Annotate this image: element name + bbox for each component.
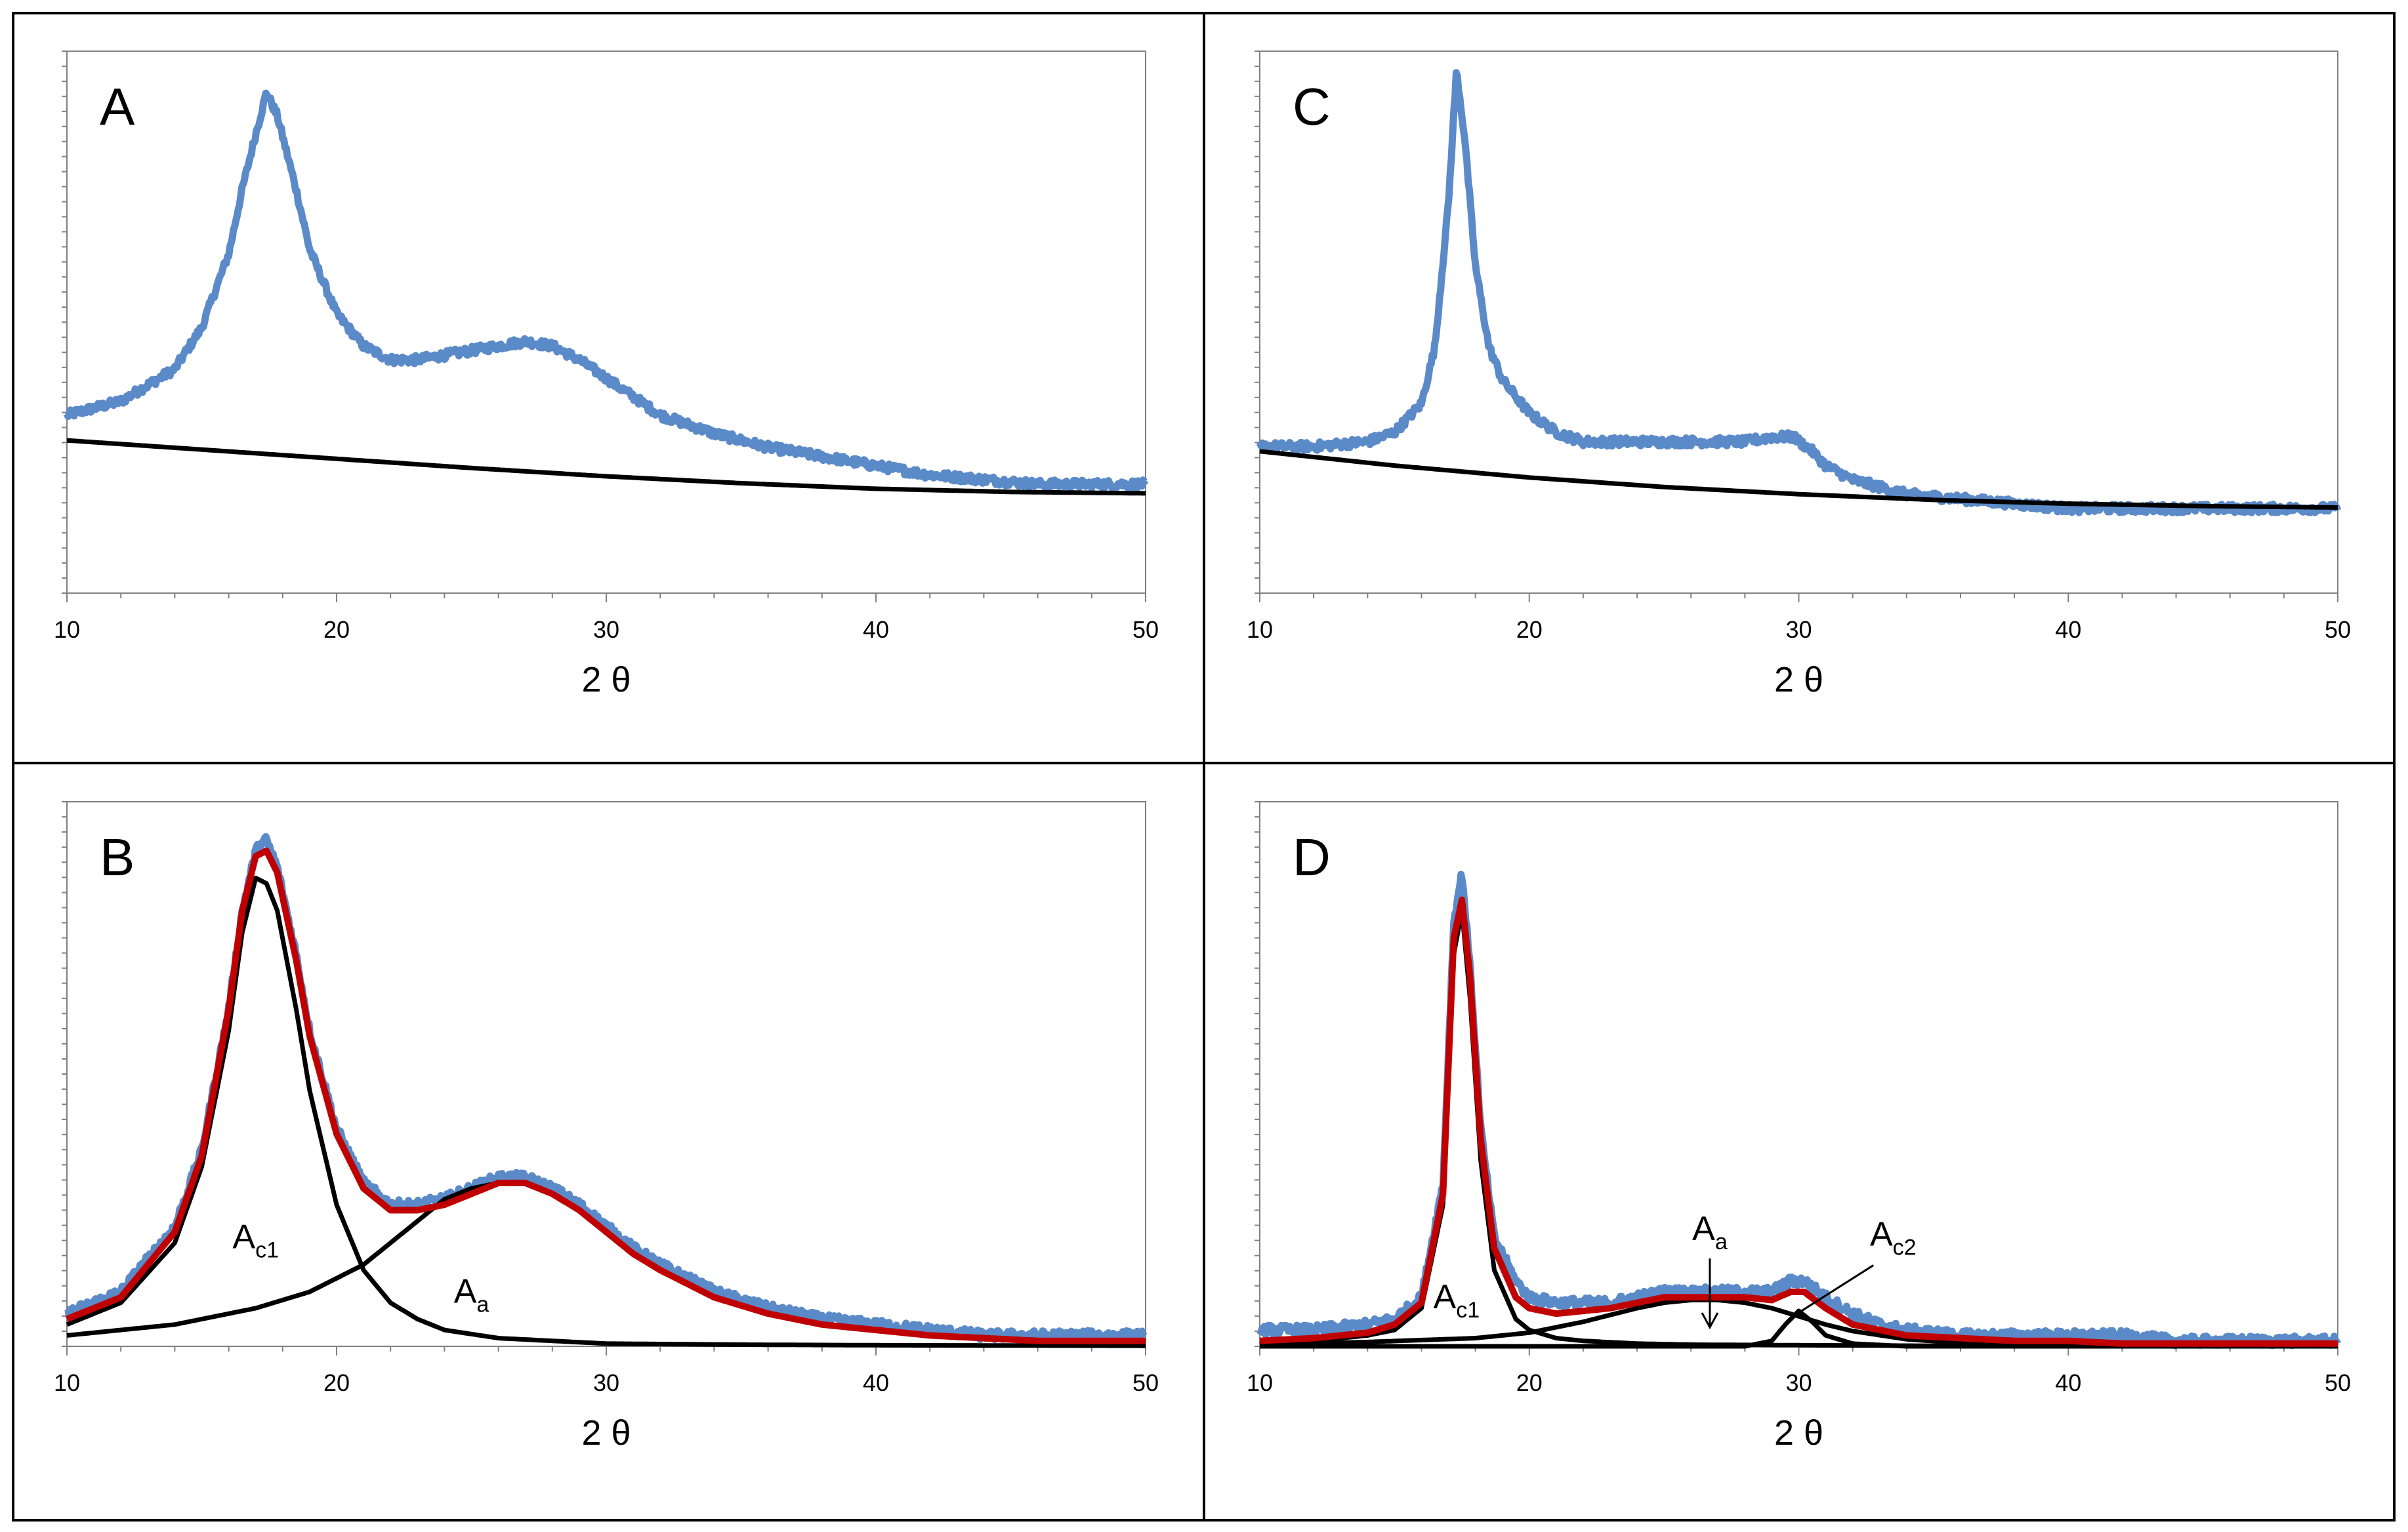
x-tick-label: 20	[1516, 616, 1543, 643]
x-tick-label: 20	[323, 1369, 350, 1396]
panel-c: 10 20 30 40 50 2 θ C	[1247, 51, 2351, 699]
annotation-subscript: a	[1715, 1230, 1728, 1254]
series-baseline	[66, 438, 1146, 496]
x-axis-label: 2 θ	[1774, 1413, 1823, 1453]
annotation-subscript: c1	[1456, 1298, 1480, 1323]
x-tick-label: 10	[54, 1369, 80, 1396]
x-axis-label: 2 θ	[581, 1413, 631, 1453]
annotation-leader	[1800, 1264, 1875, 1312]
x-tick-label: 20	[323, 616, 350, 643]
series-measured	[63, 89, 1149, 492]
panel-label: D	[1293, 828, 1331, 886]
x-tick-label: 30	[593, 616, 619, 643]
panel-a: 10 20 30 40 50 2 θ A	[54, 51, 1159, 699]
x-tick-label: 30	[593, 1369, 619, 1396]
x-tick-label: 50	[1132, 616, 1159, 643]
x-tick-label: 50	[1132, 1369, 1159, 1396]
x-tick-label: 40	[863, 616, 889, 643]
x-axis-label: 2 θ	[1774, 660, 1823, 699]
panel-label: B	[100, 828, 135, 886]
x-tick-label: 10	[1247, 616, 1273, 643]
x-axis-label: 2 θ	[581, 660, 631, 699]
annotation-subscript: c1	[255, 1238, 279, 1263]
annotation-Aa: Aa	[454, 1273, 489, 1317]
panel-label: C	[1293, 77, 1331, 136]
annotation-subscript: c2	[1893, 1235, 1917, 1260]
series-baseline	[1259, 449, 2338, 510]
annotation-subscript: a	[476, 1293, 489, 1317]
x-tick-label: 20	[1516, 1369, 1543, 1396]
annotation-arrowhead	[1701, 1312, 1719, 1330]
series-fit	[1259, 896, 2338, 1347]
series-Ac1	[66, 875, 1146, 1348]
x-tick-label: 30	[1785, 616, 1812, 643]
x-tick-label: 40	[2055, 1369, 2081, 1396]
x-tick-label: 50	[2325, 616, 2351, 643]
x-tick-label: 30	[1785, 1369, 1812, 1396]
annotation-Aa: Aa	[1692, 1210, 1728, 1254]
x-tick-label: 40	[863, 1369, 889, 1396]
series-fit	[66, 847, 1146, 1344]
x-tick-label: 40	[2055, 616, 2081, 643]
x-tick-label: 10	[1247, 1369, 1273, 1396]
x-tick-label: 50	[2325, 1369, 2351, 1396]
panel-label: A	[100, 77, 135, 136]
x-tick-label: 10	[54, 616, 80, 643]
